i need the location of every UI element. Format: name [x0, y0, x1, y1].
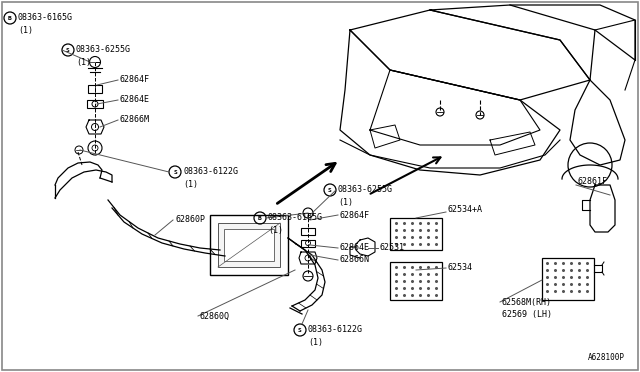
Bar	[390, 218, 442, 250]
Text: 62860Q: 62860Q	[200, 311, 230, 321]
Text: B: B	[258, 215, 262, 221]
Text: 62866M: 62866M	[120, 115, 150, 125]
Text: 08363-6255G: 08363-6255G	[338, 186, 393, 195]
Text: 62568M(RH): 62568M(RH)	[502, 298, 552, 307]
Text: 62864E: 62864E	[340, 244, 370, 253]
Bar	[88, 85, 102, 93]
Bar	[390, 262, 442, 300]
Text: A628100P: A628100P	[588, 353, 625, 362]
Text: (1): (1)	[268, 225, 283, 234]
Bar	[218, 223, 280, 267]
Text: S: S	[298, 327, 302, 333]
Text: 62861F: 62861F	[578, 177, 608, 186]
Text: (1): (1)	[308, 337, 323, 346]
Bar	[224, 229, 274, 261]
Text: 08363-6165G: 08363-6165G	[268, 214, 323, 222]
Text: 62569 (LH): 62569 (LH)	[502, 310, 552, 318]
Bar	[87, 100, 103, 108]
Text: (1): (1)	[183, 180, 198, 189]
Text: 08363-6255G: 08363-6255G	[76, 45, 131, 55]
Text: 62534+A: 62534+A	[448, 205, 483, 215]
Bar	[301, 228, 315, 235]
Text: 62864F: 62864F	[340, 211, 370, 219]
Text: S: S	[173, 170, 177, 174]
Text: 62864E: 62864E	[120, 96, 150, 105]
Text: (1): (1)	[18, 26, 33, 35]
Bar	[542, 258, 594, 300]
Text: 08363-6122G: 08363-6122G	[308, 326, 363, 334]
Text: (1): (1)	[338, 198, 353, 206]
Text: 08363-6165G: 08363-6165G	[18, 13, 73, 22]
Text: S: S	[328, 187, 332, 192]
Text: S: S	[66, 48, 70, 52]
Text: 62534: 62534	[448, 263, 473, 273]
Bar	[210, 215, 288, 275]
Text: B: B	[8, 16, 12, 20]
Bar	[301, 240, 315, 247]
Text: 62860P: 62860P	[175, 215, 205, 224]
Text: (1): (1)	[76, 58, 91, 67]
Text: 08363-6122G: 08363-6122G	[183, 167, 238, 176]
Text: 62864F: 62864F	[120, 76, 150, 84]
Text: 62531: 62531	[380, 244, 405, 253]
Text: 62866N: 62866N	[340, 256, 370, 264]
